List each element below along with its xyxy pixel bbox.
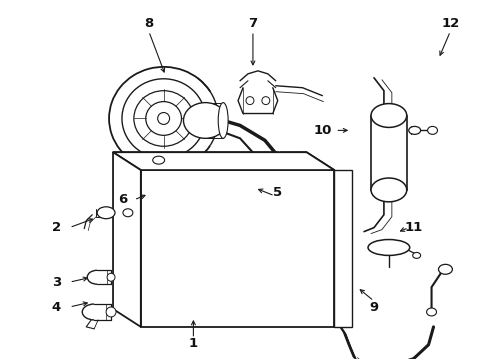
Ellipse shape [183, 103, 227, 138]
Ellipse shape [428, 126, 438, 134]
Bar [371, 116, 407, 190]
Ellipse shape [106, 307, 116, 317]
Text: 9: 9 [369, 301, 379, 314]
Text: 7: 7 [248, 17, 258, 30]
Ellipse shape [413, 252, 420, 258]
Ellipse shape [97, 207, 115, 219]
Polygon shape [113, 152, 141, 327]
Bar [141, 170, 334, 327]
Text: 6: 6 [118, 193, 127, 206]
Ellipse shape [427, 308, 437, 316]
Ellipse shape [153, 156, 165, 164]
Ellipse shape [123, 209, 133, 217]
Text: 4: 4 [52, 301, 61, 314]
Text: 1: 1 [189, 337, 198, 350]
Text: 8: 8 [144, 17, 153, 30]
Text: 10: 10 [313, 124, 332, 137]
Text: 2: 2 [52, 221, 61, 234]
Ellipse shape [218, 103, 228, 138]
Text: 5: 5 [273, 186, 282, 199]
Ellipse shape [439, 264, 452, 274]
Polygon shape [113, 152, 334, 170]
Ellipse shape [371, 178, 407, 202]
Ellipse shape [371, 104, 407, 127]
Ellipse shape [368, 239, 410, 255]
Text: 11: 11 [405, 221, 423, 234]
Ellipse shape [409, 126, 420, 134]
Ellipse shape [107, 273, 115, 281]
Bar [334, 170, 352, 327]
Text: 12: 12 [441, 17, 460, 30]
Text: 3: 3 [52, 276, 61, 289]
